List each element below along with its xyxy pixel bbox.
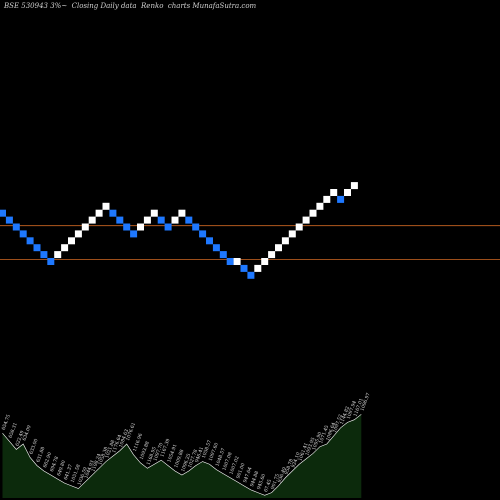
renko-brick-32 (212, 244, 220, 252)
volume-label-41: 936.49 (277, 466, 288, 483)
volume-label-1: 654.75 (1, 414, 12, 431)
renko-brick-25 (164, 223, 172, 231)
renko-brick-10 (61, 244, 69, 252)
renko-brick-51 (344, 189, 351, 196)
volume-label-9: 649.80 (56, 460, 67, 477)
volume-label-5: 633.00 (28, 438, 39, 455)
renko-brick-39 (261, 258, 269, 265)
volume-label-37: 944.88 (249, 470, 260, 487)
volume-label-43: 924.10 (291, 451, 302, 468)
renko-brick-42 (281, 237, 289, 245)
renko-brick-34 (226, 258, 234, 265)
renko-brick-28 (185, 216, 193, 224)
renko-brick-12 (74, 230, 82, 238)
renko-brick-43 (288, 230, 296, 238)
renko-brick-23 (150, 209, 158, 217)
volume-label-36: 947.64 (242, 466, 253, 483)
renko-brick-9 (54, 251, 62, 259)
renko-brick-13 (81, 223, 89, 231)
renko-brick-1 (0, 209, 6, 217)
renko-brick-49 (330, 189, 338, 196)
volume-area (2, 414, 362, 498)
renko-brick-26 (171, 216, 179, 224)
renko-brick-22 (143, 216, 151, 224)
volume-label-40: 901.75 (270, 473, 281, 490)
volume-label-3: 622.49 (15, 430, 26, 447)
renko-brick-16 (102, 202, 110, 210)
renko-brick-41 (275, 244, 282, 252)
volume-label-8: 694.78 (49, 456, 60, 473)
renko-brick-36 (240, 264, 248, 272)
renko-brick-8 (47, 258, 55, 265)
volume-label-38: 945.60 (256, 473, 267, 490)
renko-brick-44 (295, 223, 303, 231)
renko-brick-50 (337, 195, 345, 203)
renko-brick-33 (219, 251, 227, 259)
volume-label-7: 662.90 (42, 451, 53, 468)
renko-brick-4 (19, 230, 27, 238)
renko-brick-47 (316, 202, 324, 210)
volume-label-35: 901.00 (235, 462, 246, 479)
renko-brick-21 (137, 223, 144, 231)
renko-brick-29 (192, 223, 200, 231)
renko-brick-17 (109, 209, 117, 217)
renko-brick-19 (123, 223, 131, 231)
renko-brick-40 (268, 251, 276, 259)
volume-label-2: 658.31 (8, 422, 19, 439)
renko-brick-35 (233, 258, 241, 265)
volume-label-42: 958.78 (284, 458, 295, 475)
renko-brick-2 (5, 216, 13, 224)
renko-brick-7 (40, 251, 48, 259)
volume-label-6: 631.88 (35, 446, 46, 463)
renko-brick-45 (302, 216, 310, 224)
volume-label-39: 67.45 (263, 479, 273, 493)
renko-brick-37 (247, 271, 255, 279)
renko-brick-38 (254, 264, 262, 272)
volume-label-29: 946.41 (194, 446, 205, 463)
renko-brick-6 (33, 244, 41, 252)
renko-brick-52 (350, 182, 358, 190)
renko-brick-31 (206, 237, 213, 245)
renko-brick-20 (130, 230, 138, 238)
renko-brick-11 (68, 237, 75, 245)
renko-brick-30 (199, 230, 207, 238)
volume-label-10: 641.37 (63, 464, 74, 481)
renko-brick-14 (88, 216, 96, 224)
renko-brick-46 (309, 209, 317, 217)
chart-title: BSE 530943 3%~ Closing Daily data Renko … (4, 2, 257, 10)
renko-brick-24 (157, 216, 165, 224)
renko-brick-48 (323, 195, 331, 203)
renko-brick-15 (95, 209, 103, 217)
renko-brick-27 (178, 209, 186, 217)
volume-outline (2, 414, 362, 496)
renko-brick-3 (12, 223, 20, 231)
renko-brick-5 (26, 237, 34, 245)
renko-brick-18 (116, 216, 124, 224)
volume-label-4: 634.09 (21, 424, 32, 441)
